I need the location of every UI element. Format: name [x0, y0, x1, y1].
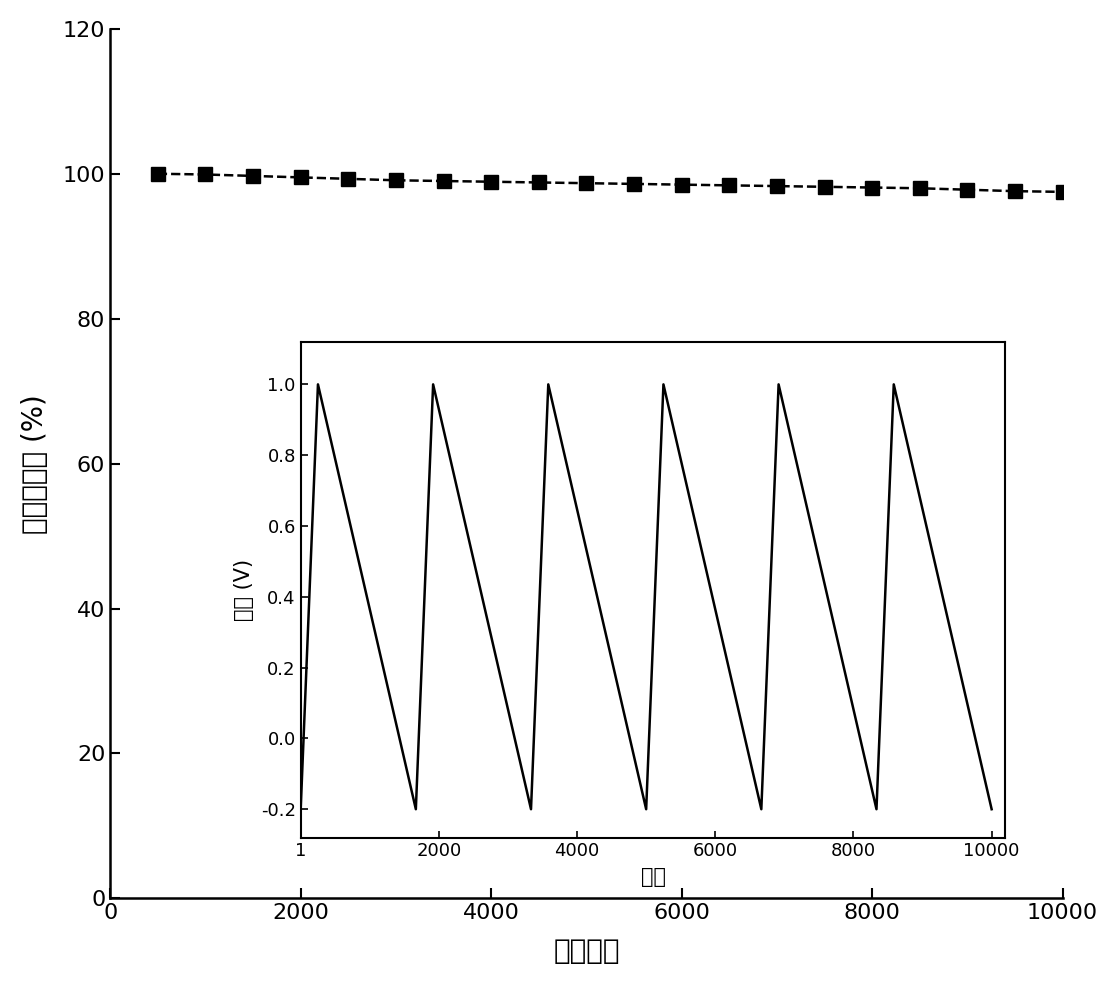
Y-axis label: 电容保留率 (%): 电容保留率 (%): [21, 393, 49, 533]
X-axis label: 循环次数: 循环次数: [553, 937, 620, 965]
